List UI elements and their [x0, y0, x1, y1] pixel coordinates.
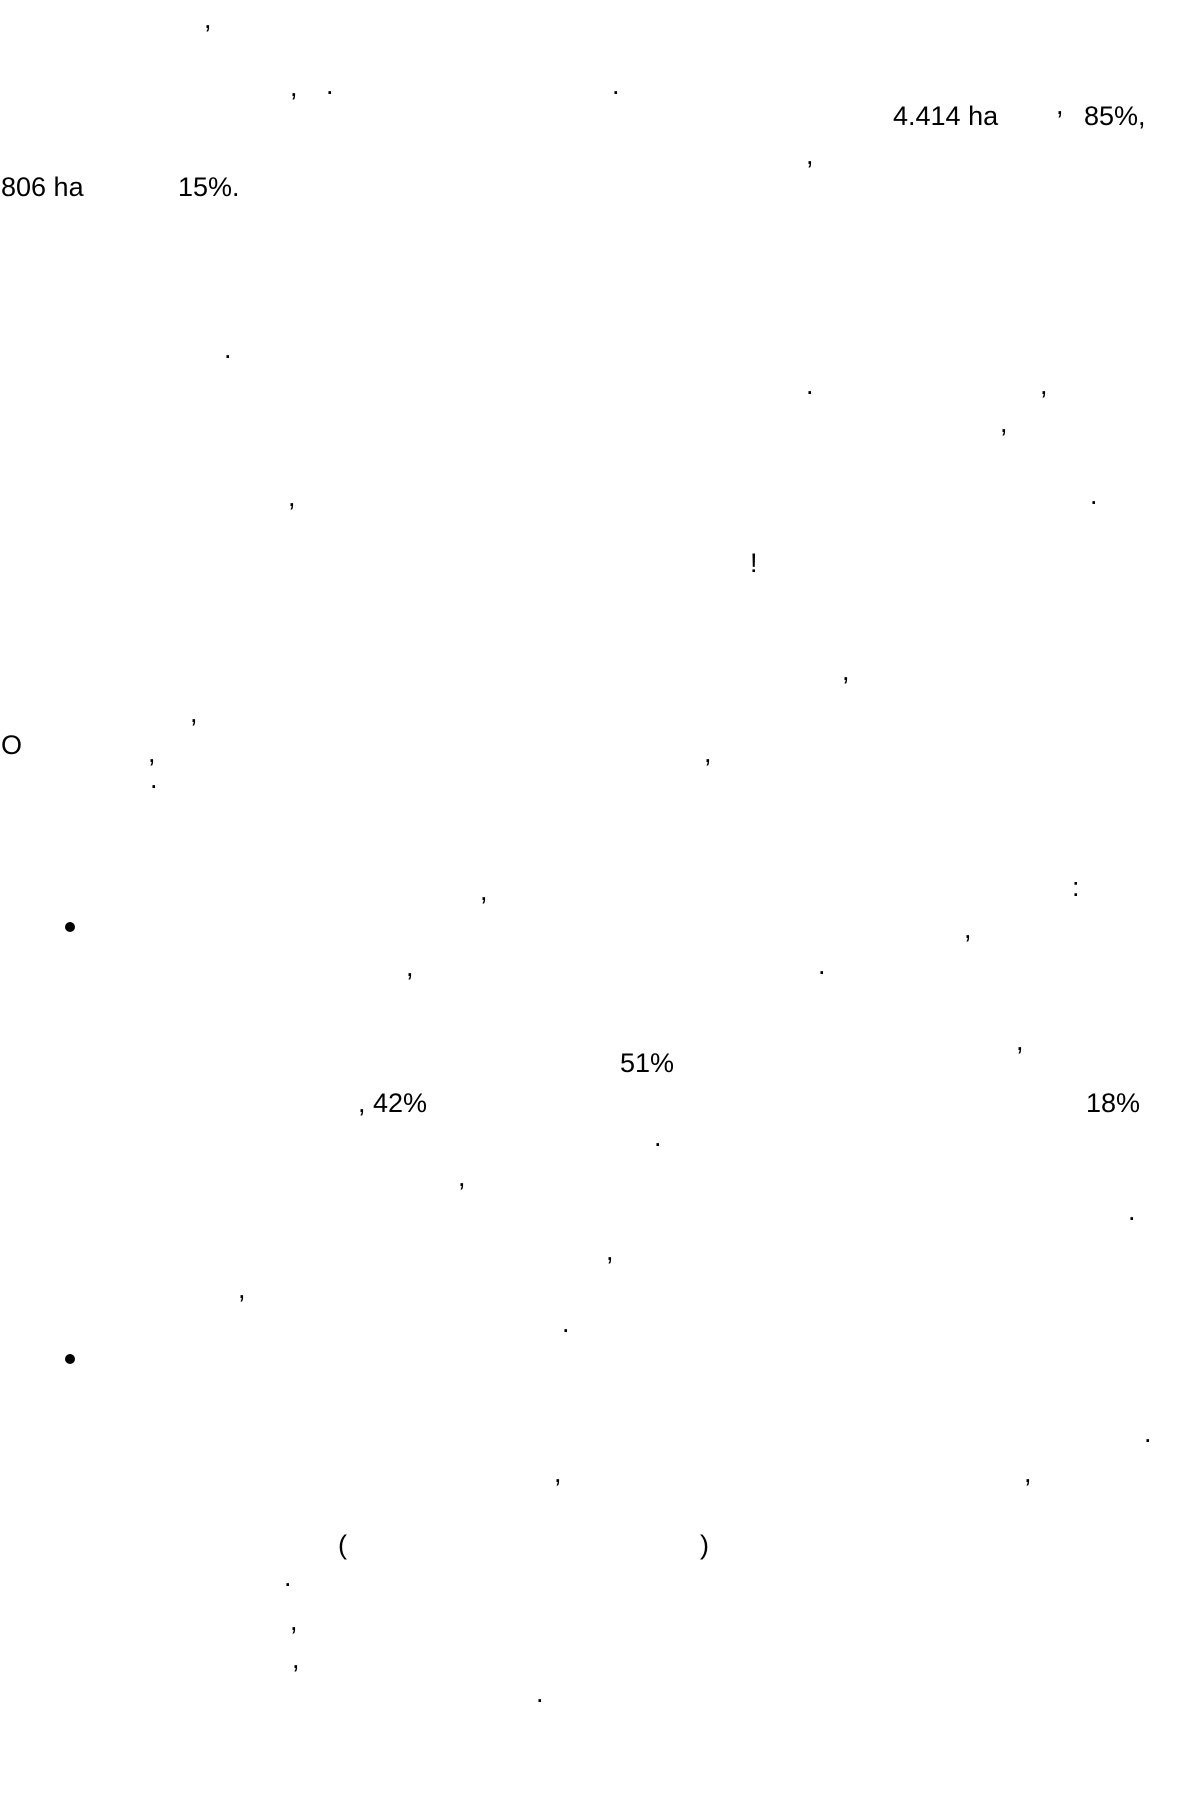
text-fragment: ,: [704, 738, 712, 768]
text-fragment: ,: [1056, 90, 1064, 120]
text-fragment: .: [1144, 1418, 1152, 1448]
text-fragment: ,: [204, 4, 212, 34]
text-fragment: .: [536, 1678, 544, 1708]
text-fragment: ,: [190, 698, 198, 728]
text-fragment: .: [818, 950, 826, 980]
bullet-marker: [65, 922, 75, 932]
text-fragment: :: [1072, 872, 1080, 902]
percent-value: , 42%: [358, 1088, 428, 1118]
text-fragment: ,: [1016, 1026, 1024, 1056]
text-fragment: .: [806, 370, 814, 400]
text-fragment: O: [1, 730, 23, 760]
text-fragment: ): [700, 1530, 709, 1560]
text-fragment: ,: [1000, 408, 1008, 438]
text-fragment: .: [654, 1122, 662, 1152]
text-fragment: ,: [148, 738, 156, 768]
text-fragment: .: [150, 764, 158, 794]
text-fragment: .: [612, 70, 620, 100]
text-fragment: ,: [290, 1606, 298, 1636]
text-fragment: ,: [1024, 1458, 1032, 1488]
text-fragment: ,: [1040, 370, 1048, 400]
percent-value: 18%: [1086, 1088, 1141, 1118]
percent-value: 51%: [620, 1048, 675, 1078]
bullet-marker: [65, 1354, 75, 1364]
text-fragment: .: [224, 334, 232, 364]
text-fragment: ,: [288, 482, 296, 512]
text-fragment: ,: [458, 1162, 466, 1192]
text-fragment: ,: [806, 140, 814, 170]
text-fragment: (: [338, 1530, 347, 1560]
text-fragment: ,: [480, 876, 488, 906]
text-fragment: .: [562, 1308, 570, 1338]
text-fragment: .: [1090, 480, 1098, 510]
text-fragment: ,: [406, 952, 414, 982]
text-fragment: ,: [842, 656, 850, 686]
text-fragment: ,: [554, 1458, 562, 1488]
text-fragment: ,: [238, 1274, 246, 1304]
area-value: 4.414 ha: [893, 101, 999, 131]
percent-value: 85%,: [1084, 101, 1146, 131]
percent-value: 15%.: [178, 172, 240, 202]
text-fragment: .: [1128, 1196, 1136, 1226]
text-fragment: !: [750, 548, 758, 578]
text-fragment: ,: [964, 914, 972, 944]
text-fragment: ,: [290, 72, 298, 102]
text-fragment: .: [326, 70, 334, 100]
area-value: 806 ha: [1, 172, 84, 202]
text-fragment: ,: [292, 1644, 300, 1674]
text-fragment: ,: [606, 1236, 614, 1266]
text-fragment: .: [284, 1562, 292, 1592]
